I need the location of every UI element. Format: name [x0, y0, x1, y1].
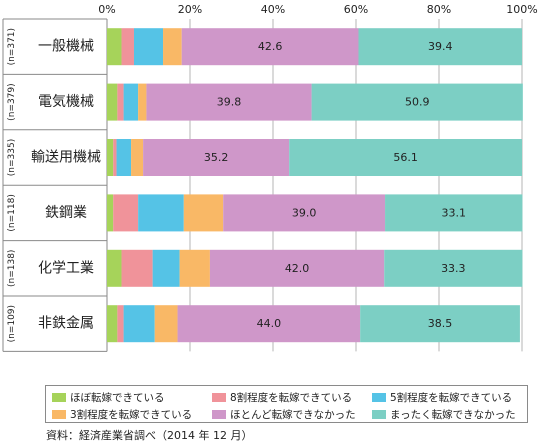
- bar-segment: [107, 249, 122, 287]
- bar-segment: [358, 28, 522, 66]
- legend-label: ほとんど転嫁できなかった: [230, 409, 356, 421]
- data-label: 35.2: [204, 151, 229, 164]
- bar-segment: [209, 249, 385, 287]
- sample-size-label: (n=138): [7, 250, 17, 287]
- x-tick-label: 60%: [344, 3, 368, 16]
- bar-segment: [181, 28, 359, 66]
- x-tick-label: 80%: [427, 3, 451, 16]
- bar-segment: [138, 83, 147, 121]
- data-label: 38.5: [428, 317, 453, 330]
- bar-segment: [177, 305, 361, 343]
- data-label: 44.0: [257, 317, 282, 330]
- legend-swatch: [212, 393, 226, 402]
- bars: [107, 28, 523, 343]
- bar-segment: [179, 249, 210, 287]
- data-label: 50.9: [405, 96, 430, 109]
- data-label: 39.0: [292, 206, 317, 219]
- bar-segment: [289, 139, 522, 176]
- x-tick-label: 100%: [506, 3, 537, 16]
- bar-segment: [146, 83, 312, 121]
- chart: 0% 20% 40% 60% 80% 100% (n=371) 一般機械 (n=379) 電気機…: [2, 3, 538, 352]
- legend: ほぼ転嫁できている 8割程度を転嫁できている 5割程度を転嫁できている 3割程度を転嫁…: [45, 385, 528, 423]
- category-label: 鉄鋼業: [45, 205, 87, 221]
- bar-segment: [384, 249, 523, 287]
- category-labels: (n=371) 一般機械 (n=379) 電気機械 (n=335) 輸送用機械 (n=118…: [2, 18, 108, 352]
- legend-swatch: [372, 410, 386, 419]
- bar-segment: [117, 83, 124, 121]
- legend-label: 5割程度を転嫁できている: [390, 392, 513, 404]
- bar-segment: [152, 249, 180, 287]
- legend-swatch: [372, 393, 386, 402]
- sample-size-label: (n=109): [7, 305, 17, 342]
- x-tick-label: 20%: [178, 3, 202, 16]
- category-label: 輸送用機械: [31, 150, 101, 166]
- legend-label: まったく転嫁できなかった: [390, 409, 516, 421]
- legend-item: ほぼ転嫁できている: [52, 390, 165, 405]
- bar-segment: [123, 305, 155, 343]
- bar-segment: [107, 139, 114, 176]
- bar-segment: [143, 139, 290, 176]
- source-note: 資料：経済産業省調べ（2014 年 12 月）: [46, 429, 253, 442]
- data-label: 33.1: [441, 206, 466, 219]
- category-label: 電気機械: [38, 94, 94, 110]
- sample-size-label: (n=371): [7, 28, 17, 65]
- bar-segment: [163, 28, 182, 66]
- legend-item: 5割程度を転嫁できている: [372, 390, 512, 405]
- sample-size-label: (n=379): [7, 83, 17, 120]
- x-tick-labels: 0% 20% 40% 60% 80% 100%: [98, 3, 537, 16]
- legend-swatch: [52, 410, 66, 419]
- data-label: 39.4: [428, 40, 453, 53]
- bar-segment: [107, 83, 118, 121]
- bar-segment: [133, 28, 164, 66]
- bar-segment: [385, 194, 523, 232]
- bar-segment: [107, 28, 122, 66]
- bar-segment: [107, 194, 114, 232]
- legend-label: ほぼ転嫁できている: [70, 392, 165, 404]
- legend-item: 3割程度を転嫁できている: [52, 407, 192, 422]
- legend-item: 8割程度を転嫁できている: [212, 390, 352, 405]
- bar-segment: [113, 139, 117, 176]
- category-label: 化学工業: [38, 260, 94, 276]
- bar-segment: [117, 305, 124, 343]
- x-tick-label: 40%: [261, 3, 285, 16]
- sample-size-label: (n=118): [7, 194, 17, 231]
- bar-segment: [138, 194, 184, 232]
- bar-segment: [116, 139, 132, 176]
- legend-item: まったく転嫁できなかった: [372, 407, 516, 422]
- legend-label: 8割程度を転嫁できている: [230, 392, 353, 404]
- bar-segment: [107, 305, 118, 343]
- bar-segment: [311, 83, 523, 121]
- legend-swatch: [52, 393, 66, 402]
- bar-segment: [183, 194, 224, 232]
- data-label: 39.8: [217, 96, 242, 109]
- bar-segment: [223, 194, 386, 232]
- category-label: 非鉄金属: [38, 316, 94, 332]
- legend-swatch: [212, 410, 226, 419]
- category-label: 一般機械: [38, 39, 94, 55]
- legend-item: ほとんど転嫁できなかった: [212, 407, 356, 422]
- data-label: 42.0: [285, 262, 310, 275]
- legend-label: 3割程度を転嫁できている: [70, 409, 193, 421]
- data-label: 33.3: [441, 262, 466, 275]
- bar-segment: [121, 28, 134, 66]
- bar-segment: [154, 305, 178, 343]
- data-label: 42.6: [258, 40, 283, 53]
- x-tick-label: 0%: [98, 3, 115, 16]
- sample-size-label: (n=335): [7, 139, 17, 176]
- bar-segment: [131, 139, 144, 176]
- bar-segment: [121, 249, 153, 287]
- data-label: 56.1: [393, 151, 418, 164]
- grid: [106, 19, 523, 352]
- bar-segment: [123, 83, 139, 121]
- data-labels: 42.6 39.4 39.8 50.9 35.2 56.1 39.0 33.1 42.0 33.3…: [204, 40, 466, 330]
- bar-segment: [360, 305, 520, 343]
- bar-segment: [113, 194, 139, 232]
